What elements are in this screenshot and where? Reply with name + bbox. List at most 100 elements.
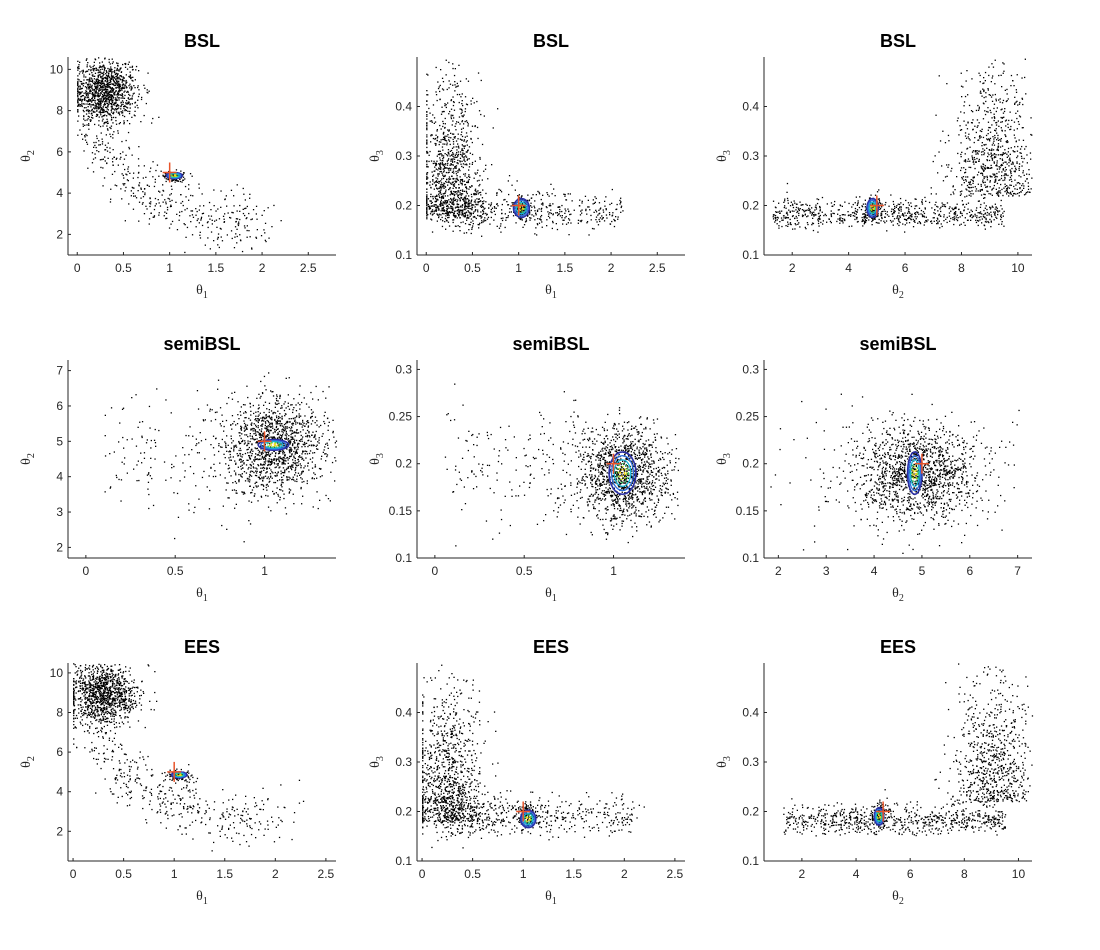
data-point [465, 232, 468, 234]
data-point [195, 226, 197, 228]
data-point [995, 188, 997, 190]
data-point [523, 212, 525, 214]
data-point [875, 209, 877, 211]
data-point [529, 211, 531, 214]
data-point [489, 205, 492, 207]
data-point [993, 211, 995, 213]
data-point [81, 103, 83, 105]
data-point [473, 201, 476, 203]
data-point [82, 109, 84, 112]
data-point [88, 98, 90, 100]
data-point [99, 110, 101, 112]
data-point [106, 84, 108, 86]
data-point [1000, 216, 1003, 219]
data-point [496, 192, 498, 195]
data-point [992, 187, 995, 189]
data-point [78, 115, 80, 117]
data-point [109, 79, 111, 82]
data-point [865, 220, 868, 222]
data-point [518, 197, 520, 199]
data-point [183, 172, 185, 174]
data-point [291, 453, 293, 455]
data-point [1026, 173, 1028, 175]
data-point [993, 174, 995, 176]
data-point [520, 211, 522, 213]
data-point [181, 175, 183, 177]
data-point [115, 158, 117, 160]
data-point [967, 176, 969, 178]
data-point [116, 185, 118, 187]
data-point [467, 123, 469, 125]
data-point [102, 98, 105, 101]
data-point [785, 207, 787, 209]
data-point [175, 201, 177, 203]
data-point [448, 181, 450, 183]
data-point [127, 102, 130, 105]
data-point [430, 134, 432, 136]
data-point [981, 172, 984, 175]
data-point [1004, 183, 1006, 185]
data-point [552, 203, 554, 205]
data-point [431, 219, 433, 221]
data-point [452, 114, 454, 117]
data-point [102, 185, 104, 187]
x-axis-label: θ2 [892, 283, 904, 301]
data-point [463, 232, 465, 234]
data-point [449, 164, 451, 166]
data-point [152, 161, 154, 163]
data-point [921, 203, 924, 205]
data-point [864, 217, 866, 219]
data-point [172, 176, 174, 178]
y-tick-label: 0.1 [395, 248, 412, 262]
data-point [460, 128, 463, 130]
data-point [175, 176, 177, 178]
data-point [133, 92, 135, 94]
data-point [102, 64, 104, 67]
data-point [251, 218, 253, 220]
data-point [874, 217, 876, 219]
data-point [101, 76, 103, 78]
data-point [78, 91, 80, 93]
data-point [188, 199, 190, 201]
data-point [1014, 137, 1016, 139]
data-point [819, 214, 821, 217]
data-point [521, 212, 523, 214]
data-point [950, 217, 952, 220]
data-point [457, 203, 460, 206]
data-point [442, 184, 444, 186]
data-point [91, 101, 93, 103]
data-point [1028, 173, 1030, 176]
data-point [1012, 195, 1014, 197]
data-point [109, 94, 111, 96]
data-point [799, 208, 801, 210]
data-point [278, 451, 280, 453]
data-point [105, 73, 107, 75]
data-point [991, 158, 994, 160]
data-point [809, 210, 811, 213]
data-point [87, 96, 89, 98]
data-point [450, 207, 453, 210]
data-point [871, 208, 873, 210]
data-point [540, 219, 542, 221]
data-point [93, 68, 95, 70]
data-point [465, 202, 468, 204]
data-point [101, 91, 103, 93]
data-point [969, 215, 971, 217]
data-point [611, 215, 613, 217]
data-point [523, 206, 525, 208]
data-point [95, 87, 97, 89]
data-point [976, 157, 978, 160]
data-point [462, 163, 465, 165]
data-point [447, 205, 449, 207]
data-point [433, 210, 435, 212]
data-point [114, 91, 116, 94]
data-point [426, 136, 428, 138]
data-point [460, 179, 462, 181]
data-point [834, 200, 836, 203]
data-point [155, 203, 157, 205]
data-point [443, 182, 445, 184]
data-point [842, 218, 844, 220]
data-point [88, 87, 90, 89]
data-point [874, 218, 876, 220]
data-point [564, 212, 566, 214]
